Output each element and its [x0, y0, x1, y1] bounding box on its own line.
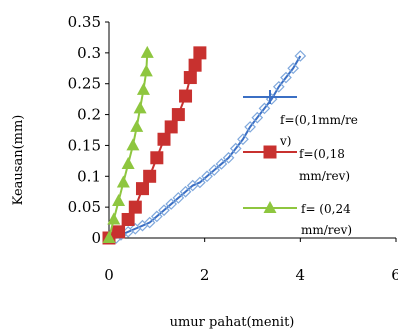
x-tick-label: 2	[200, 266, 210, 284]
x-tick-label: 4	[296, 266, 306, 284]
data-point	[229, 142, 242, 155]
legend-marker	[263, 145, 277, 159]
data-point	[128, 200, 142, 214]
data-point	[112, 225, 126, 239]
data-point	[102, 231, 116, 243]
data-point	[251, 111, 264, 124]
data-point	[158, 204, 170, 217]
legend-item-3: f= (0,24 mm/rev)	[243, 201, 352, 237]
y-tick-label: 0.25	[68, 75, 101, 93]
y-tick-label: 0.35	[68, 13, 101, 31]
y-axis-title: Keausan(mm)	[11, 115, 26, 206]
data-point	[133, 101, 147, 114]
data-point	[201, 170, 213, 183]
data-point	[136, 82, 150, 95]
x-tick-labels: 0 2 4 6	[104, 238, 398, 284]
legend-item-1: f=(0,1mm/re v)	[243, 90, 358, 148]
data-point	[130, 119, 144, 132]
y-tick-label: 0.1	[77, 167, 101, 185]
y-tick-label: 0	[91, 229, 101, 247]
data-point	[188, 58, 202, 72]
data-point	[121, 156, 135, 169]
data-point	[121, 212, 135, 226]
data-point	[126, 138, 140, 151]
plot-area	[102, 45, 307, 245]
x-axis-title: umur pahat(menit)	[170, 315, 295, 329]
data-point	[112, 193, 126, 206]
data-point	[150, 210, 163, 223]
axes	[108, 22, 396, 239]
data-point	[165, 198, 178, 210]
data-point	[183, 71, 197, 85]
data-point	[294, 50, 307, 62]
data-point	[280, 71, 292, 84]
y-tick-labels: 0 0.05 0.1 0.15 0.2 0.25 0.3 0.35	[68, 13, 109, 247]
legend-label: f=(0,1mm/re	[280, 113, 358, 127]
data-point	[150, 151, 164, 165]
data-point	[116, 175, 130, 188]
legend-label: f=(0,18	[299, 147, 345, 161]
data-point	[258, 102, 271, 115]
data-point	[193, 46, 207, 60]
data-point	[172, 192, 185, 204]
data-point	[143, 216, 156, 229]
data-point	[107, 212, 121, 225]
data-point	[215, 158, 228, 170]
y-tick-label: 0.15	[68, 136, 101, 154]
data-point	[171, 108, 185, 122]
data-point	[194, 176, 206, 189]
y-tick-label: 0.05	[68, 198, 101, 216]
data-point	[140, 45, 154, 58]
x-tick-label: 0	[104, 266, 114, 284]
legend-label: mm/rev)	[299, 169, 350, 183]
data-point	[237, 133, 249, 146]
legend-marker	[263, 201, 277, 213]
y-tick-label: 0.2	[77, 106, 101, 124]
data-point	[139, 64, 153, 77]
data-point	[143, 169, 157, 183]
data-point	[208, 164, 221, 176]
data-point	[179, 89, 193, 103]
x-tick-label: 6	[391, 266, 398, 284]
legend-label: v)	[279, 134, 291, 148]
data-point	[272, 80, 285, 93]
data-point	[244, 121, 256, 133]
data-point	[179, 185, 192, 198]
y-tick-label: 0.3	[77, 44, 101, 62]
legend-label: mm/rev)	[301, 223, 352, 237]
data-point	[135, 182, 149, 196]
data-point	[164, 120, 178, 134]
data-point	[222, 151, 235, 164]
data-point	[287, 62, 300, 75]
legend-item-2: f=(0,18 mm/rev)	[243, 145, 350, 183]
series-2	[102, 46, 207, 245]
series-3	[102, 45, 154, 243]
data-point	[157, 132, 171, 146]
legend-label: f= (0,24	[301, 202, 351, 216]
legend: f=(0,1mm/re v) f=(0,18 mm/rev) f= (0,24 mm/re…	[243, 90, 358, 237]
